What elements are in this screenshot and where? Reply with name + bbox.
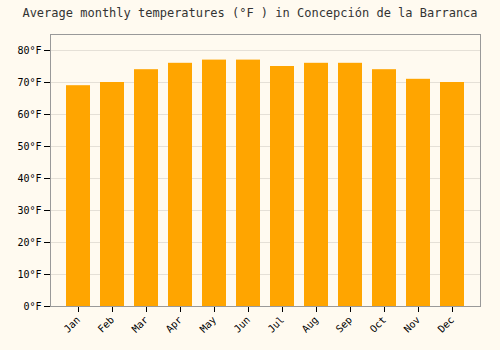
svg-text:Jun: Jun — [232, 314, 253, 335]
svg-text:30°F: 30°F — [17, 205, 41, 216]
svg-text:Aug: Aug — [300, 314, 321, 335]
svg-text:Feb: Feb — [96, 314, 117, 335]
svg-text:20°F: 20°F — [17, 237, 41, 248]
svg-text:40°F: 40°F — [17, 173, 41, 184]
svg-text:May: May — [198, 314, 219, 335]
svg-text:Jul: Jul — [266, 314, 287, 335]
svg-text:50°F: 50°F — [17, 141, 41, 152]
svg-text:Jan: Jan — [62, 314, 83, 335]
svg-text:Mar: Mar — [130, 314, 151, 335]
svg-text:80°F: 80°F — [17, 45, 41, 56]
html-text:Average monthly temperatures (: Average monthly temperatures (°F ) in Co… — [22, 6, 478, 20]
svg-text:70°F: 70°F — [17, 77, 41, 88]
svg-text:Sep: Sep — [334, 314, 355, 335]
svg-text:Apr: Apr — [164, 314, 185, 335]
svg-text:10°F: 10°F — [17, 269, 41, 280]
svg-text:60°F: 60°F — [17, 109, 41, 120]
svg-text:Dec: Dec — [436, 314, 457, 335]
svg-text:Oct: Oct — [368, 314, 389, 335]
svg-text:0°F: 0°F — [23, 301, 41, 312]
svg-text:Nov: Nov — [402, 314, 423, 335]
